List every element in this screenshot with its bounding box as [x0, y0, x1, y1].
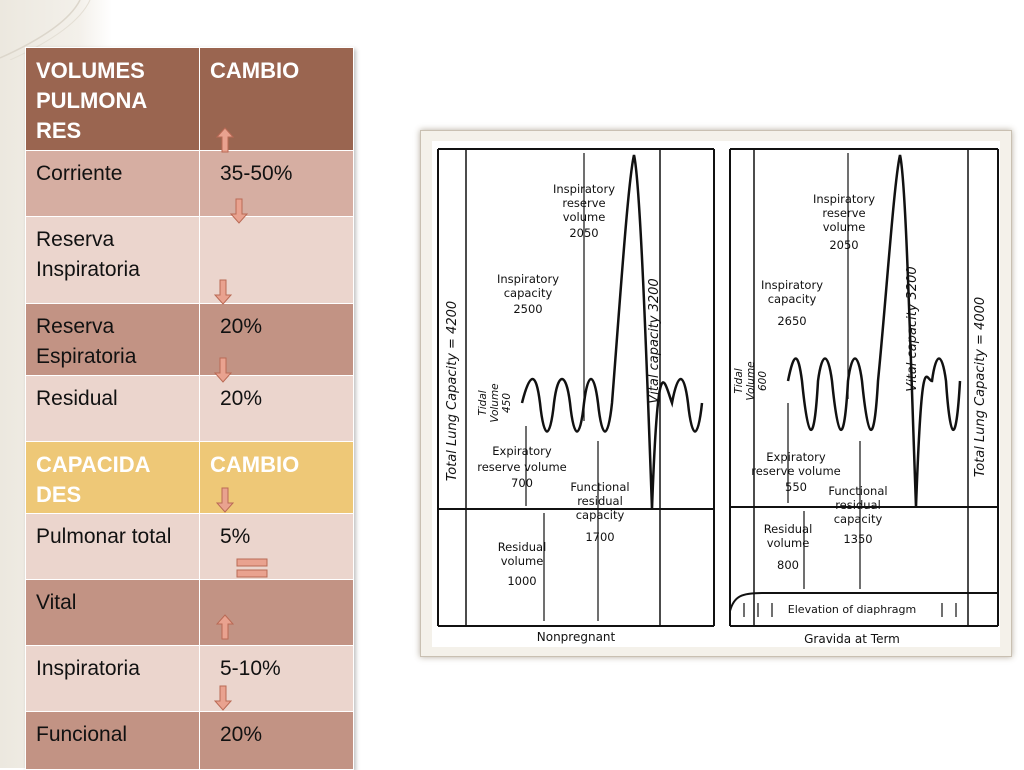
row-value: 5% — [199, 513, 354, 580]
caption-gravida: Gravida at Term — [804, 632, 900, 646]
frc-right-line1: Functional — [828, 484, 887, 498]
ir-right-line3: volume — [823, 220, 866, 234]
ir-left-line2: reserve — [562, 196, 605, 210]
table-row: Inspiratoria 5-10% — [25, 645, 354, 712]
table-row: Residual 20% — [25, 375, 354, 442]
lung-volume-table: VOLUMES PULMONA RES CAMBIO Corriente 35-… — [25, 47, 354, 770]
er-left-line1: Expiratory — [492, 444, 552, 458]
arrow-up-icon — [216, 127, 234, 153]
arrow-down-icon — [214, 279, 232, 305]
row-value — [199, 579, 354, 646]
frc-right-line2: residual — [835, 498, 881, 512]
tidal-right-value: 600 — [757, 371, 769, 391]
row-label: Inspiratoria — [25, 645, 200, 712]
table-header-capacities: CAPACIDA DES CAMBIO — [25, 441, 354, 514]
tlc-left: Total Lung Capacity = 4200 — [445, 301, 460, 481]
rv-left-line2: volume — [501, 554, 544, 568]
ir-right-line2: reserve — [822, 206, 865, 220]
ir-left-value: 2050 — [569, 226, 598, 240]
er-left-value: 700 — [511, 476, 533, 490]
rv-right-line2: volume — [767, 536, 810, 550]
row-value: 20% — [199, 375, 354, 442]
arrow-down-icon — [214, 357, 232, 383]
diaphragm-arrows — [743, 603, 957, 617]
row-label: Funcional — [25, 711, 200, 770]
row-label: Reserva Inspiratoria — [25, 216, 200, 304]
row-label: Vital — [25, 579, 200, 646]
ic-right-line1: Inspiratory — [761, 278, 823, 292]
tlc-right: Total Lung Capacity = 4000 — [973, 297, 988, 477]
rv-left-line1: Residual — [498, 540, 547, 554]
er-left-line2: reserve volume — [477, 460, 566, 474]
ir-right-value: 2050 — [829, 238, 858, 252]
frc-left-line2: residual — [577, 494, 623, 508]
er-right-value: 550 — [785, 480, 807, 494]
tidal-right-line2: Volume — [745, 361, 757, 400]
caption-nonpregnant: Nonpregnant — [537, 630, 616, 644]
row-label: Residual — [25, 375, 200, 442]
table-row: Reserva Inspiratoria — [25, 216, 354, 304]
ir-left-line3: volume — [563, 210, 606, 224]
row-label: Reserva Espiratoria — [25, 303, 200, 376]
table-row: Corriente 35-50% — [25, 150, 354, 217]
row-value: 20% — [199, 711, 354, 770]
ir-left-line1: Inspiratory — [553, 182, 615, 196]
tidal-left-value: 450 — [501, 393, 513, 413]
ic-right-value: 2650 — [777, 314, 806, 328]
tidal-right-line1: Tidal — [733, 368, 745, 393]
frc-left-line1: Functional — [570, 480, 629, 494]
row-value: 35-50% — [199, 150, 354, 217]
table-row: Pulmonar total 5% — [25, 513, 354, 580]
row-label: Pulmonar total — [25, 513, 200, 580]
ic-left-line1: Inspiratory — [497, 272, 559, 286]
arrow-down-icon — [214, 685, 232, 711]
diaphragm-label: Elevation of diaphragm — [788, 603, 916, 616]
tidal-left-line1: Tidal — [477, 390, 489, 415]
arrow-down-icon — [230, 198, 248, 224]
corner-decoration — [0, 0, 91, 60]
table-row: Vital — [25, 579, 354, 646]
lung-volume-figure: Inspiratory reserve volume 2050 Inspirat… — [432, 141, 1000, 647]
ic-right-line2: capacity — [768, 292, 817, 306]
rv-left-value: 1000 — [507, 574, 536, 588]
header-capacities-label: CAPACIDA DES — [25, 441, 200, 514]
arrow-down-icon — [216, 487, 234, 513]
header-volumes-label: VOLUMES PULMONA RES — [25, 47, 200, 151]
arrow-up-icon — [216, 614, 234, 640]
vc-right: Vital capacity 3200 — [905, 266, 920, 391]
tidal-left-line2: Volume — [489, 383, 501, 422]
ic-left-line2: capacity — [504, 286, 553, 300]
row-value: 20% — [199, 303, 354, 376]
table-row: Reserva Espiratoria 20% — [25, 303, 354, 376]
table-row: Funcional 20% — [25, 711, 354, 770]
ir-right-line1: Inspiratory — [813, 192, 875, 206]
equal-icon — [236, 558, 268, 578]
vc-left: Vital capacity 3200 — [647, 278, 662, 403]
rv-right-line1: Residual — [764, 522, 813, 536]
er-right-line1: Expiratory — [766, 450, 826, 464]
table-header-volumes: VOLUMES PULMONA RES CAMBIO — [25, 47, 354, 151]
frc-right-value: 1350 — [843, 532, 872, 546]
rv-right-value: 800 — [777, 558, 799, 572]
ic-left-value: 2500 — [513, 302, 542, 316]
row-label: Corriente — [25, 150, 200, 217]
frc-left-line3: capacity — [576, 508, 625, 522]
frc-left-value: 1700 — [585, 530, 614, 544]
er-right-line2: reserve volume — [751, 464, 840, 478]
frc-right-line3: capacity — [834, 512, 883, 526]
